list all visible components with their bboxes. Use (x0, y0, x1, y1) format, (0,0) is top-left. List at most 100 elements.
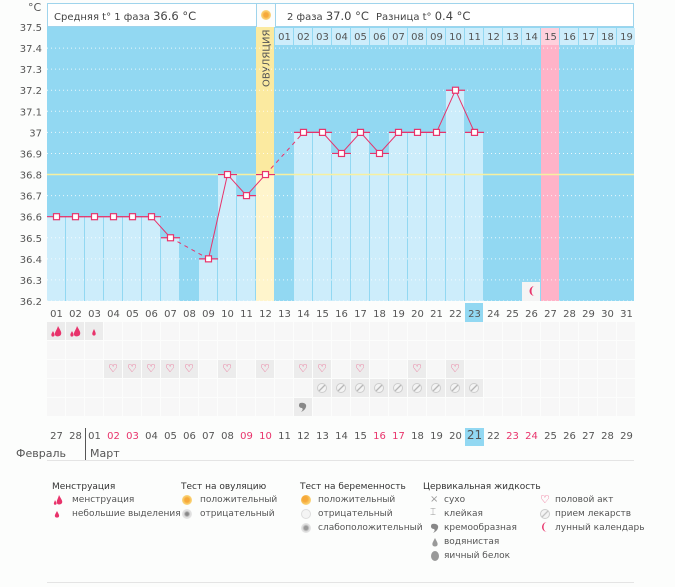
symbol-cell[interactable] (446, 322, 464, 340)
symbol-cell[interactable] (446, 398, 464, 416)
intercourse-cell[interactable]: ♡ (313, 360, 331, 378)
calendar-date[interactable]: 05 (164, 431, 177, 442)
symbol-cell[interactable] (598, 398, 616, 416)
symbol-cell[interactable] (47, 398, 65, 416)
calendar-date[interactable]: 26 (563, 431, 576, 442)
symbol-cell[interactable] (161, 379, 179, 397)
intercourse-cell[interactable]: ♡ (180, 360, 198, 378)
symbol-cell[interactable] (256, 341, 274, 359)
symbol-cell[interactable] (503, 322, 521, 340)
symbol-cell[interactable] (484, 398, 502, 416)
symbol-cell[interactable] (180, 322, 198, 340)
symbol-cell[interactable] (66, 398, 84, 416)
symbol-cell[interactable] (104, 322, 122, 340)
symbol-cell[interactable] (66, 360, 84, 378)
symbol-cell[interactable] (275, 360, 293, 378)
intercourse-cell[interactable]: ♡ (408, 360, 426, 378)
symbol-cell[interactable] (85, 360, 103, 378)
symbol-cell[interactable] (427, 322, 445, 340)
symbol-cell[interactable] (465, 341, 483, 359)
symbol-cell[interactable] (351, 398, 369, 416)
symbol-cell[interactable] (332, 341, 350, 359)
symbol-cell[interactable] (522, 341, 540, 359)
symbol-cell[interactable] (85, 379, 103, 397)
intercourse-cell[interactable]: ♡ (104, 360, 122, 378)
symbol-cell[interactable] (427, 341, 445, 359)
symbol-cell[interactable] (313, 322, 331, 340)
symbol-cell[interactable] (237, 398, 255, 416)
symbol-cell[interactable] (370, 322, 388, 340)
intercourse-cell[interactable]: ♡ (142, 360, 160, 378)
symbol-cell[interactable] (446, 341, 464, 359)
symbol-cell[interactable] (579, 379, 597, 397)
symbol-cell[interactable] (294, 341, 312, 359)
medication-cell[interactable] (370, 379, 388, 397)
symbol-cell[interactable] (560, 398, 578, 416)
symbol-cell[interactable] (370, 398, 388, 416)
symbol-cell[interactable] (47, 360, 65, 378)
symbol-cell[interactable] (85, 341, 103, 359)
symbol-cell[interactable] (389, 360, 407, 378)
menstruation-cell[interactable] (47, 322, 65, 340)
calendar-date[interactable]: 01 (88, 431, 101, 442)
calendar-date[interactable]: 27 (582, 431, 595, 442)
intercourse-cell[interactable]: ♡ (294, 360, 312, 378)
calendar-date[interactable]: 10 (259, 431, 272, 442)
symbol-cell[interactable] (522, 322, 540, 340)
calendar-date[interactable]: 27 (50, 431, 63, 442)
calendar-date[interactable]: 03 (126, 431, 139, 442)
symbol-cell[interactable] (617, 398, 635, 416)
medication-cell[interactable] (446, 379, 464, 397)
symbol-cell[interactable] (47, 341, 65, 359)
symbol-cell[interactable] (408, 341, 426, 359)
calendar-date[interactable]: 09 (240, 431, 253, 442)
symbol-cell[interactable] (503, 398, 521, 416)
symbol-cell[interactable] (180, 379, 198, 397)
menstruation-cell[interactable] (66, 322, 84, 340)
symbol-cell[interactable] (522, 379, 540, 397)
symbol-cell[interactable] (617, 379, 635, 397)
symbol-cell[interactable] (275, 322, 293, 340)
symbol-cell[interactable] (294, 322, 312, 340)
calendar-date[interactable]: 23 (506, 431, 519, 442)
symbol-cell[interactable] (256, 322, 274, 340)
symbol-cell[interactable] (180, 398, 198, 416)
medication-cell[interactable] (313, 379, 331, 397)
spotting-cell[interactable] (85, 322, 103, 340)
intercourse-cell[interactable]: ♡ (218, 360, 236, 378)
symbol-cell[interactable] (389, 398, 407, 416)
calendar-date[interactable]: 18 (411, 431, 424, 442)
calendar-date[interactable]: 14 (335, 431, 348, 442)
symbol-cell[interactable] (598, 379, 616, 397)
symbol-cell[interactable] (598, 322, 616, 340)
symbol-cell[interactable] (104, 379, 122, 397)
symbol-cell[interactable] (199, 398, 217, 416)
symbol-cell[interactable] (237, 341, 255, 359)
calendar-date[interactable]: 28 (601, 431, 614, 442)
symbol-cell[interactable] (256, 398, 274, 416)
intercourse-cell[interactable]: ♡ (256, 360, 274, 378)
symbol-cell[interactable] (180, 341, 198, 359)
symbol-cell[interactable] (237, 322, 255, 340)
symbol-cell[interactable] (275, 341, 293, 359)
symbol-cell[interactable] (579, 341, 597, 359)
symbol-cell[interactable] (522, 360, 540, 378)
symbol-cell[interactable] (161, 322, 179, 340)
calendar-date[interactable]: 12 (297, 431, 310, 442)
symbol-cell[interactable] (560, 322, 578, 340)
symbol-cell[interactable] (503, 341, 521, 359)
symbol-cell[interactable] (123, 398, 141, 416)
calendar-date[interactable]: 25 (544, 431, 557, 442)
symbol-cell[interactable] (85, 398, 103, 416)
symbol-cell[interactable] (503, 360, 521, 378)
symbol-cell[interactable] (560, 341, 578, 359)
symbol-cell[interactable] (598, 360, 616, 378)
symbol-cell[interactable] (47, 379, 65, 397)
symbol-cell[interactable] (199, 341, 217, 359)
symbol-cell[interactable] (123, 379, 141, 397)
symbol-cell[interactable] (199, 322, 217, 340)
symbol-cell[interactable] (294, 379, 312, 397)
calendar-date-today[interactable]: 21 (465, 428, 484, 446)
calendar-date[interactable]: 08 (221, 431, 234, 442)
symbol-cell[interactable] (332, 360, 350, 378)
